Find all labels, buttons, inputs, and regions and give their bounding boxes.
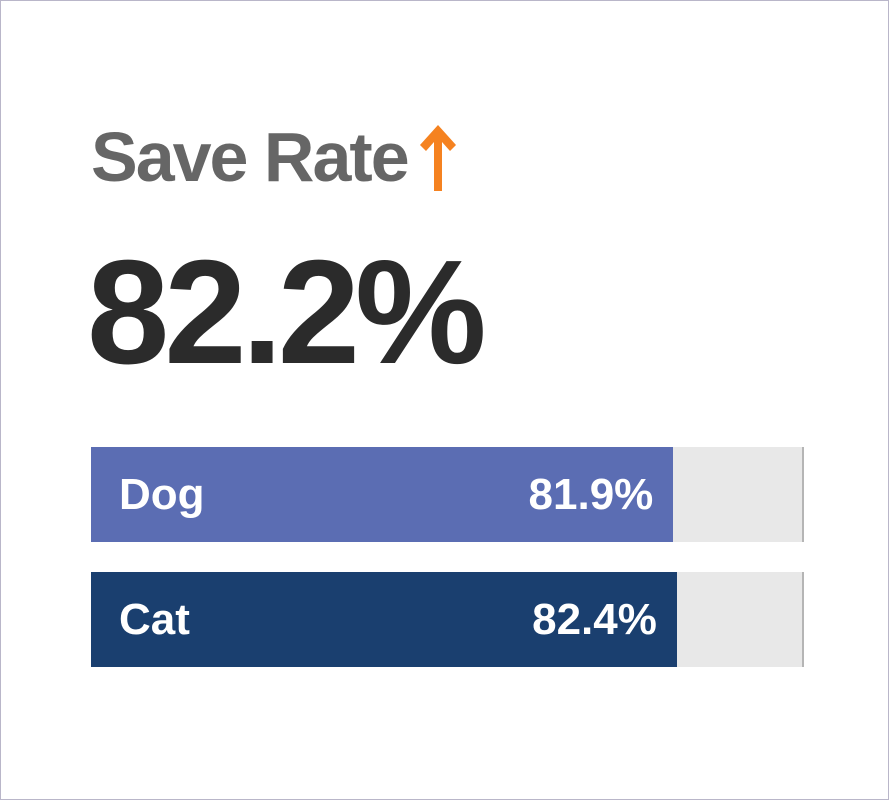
bar-label-dog: Dog	[119, 470, 205, 519]
bar-value-dog: 81.9%	[528, 470, 654, 519]
bar-dog: Dog 81.9%	[91, 447, 804, 542]
bar-fill-cat: Cat 82.4%	[91, 572, 677, 667]
metric-value: 82.2%	[87, 230, 487, 395]
metric-title-text: Save Rate	[91, 118, 410, 196]
bar-cat: Cat 82.4%	[91, 572, 804, 667]
bar-value-cat: 82.4%	[532, 595, 657, 644]
bar-label-cat: Cat	[119, 595, 190, 644]
arrow-up-icon	[419, 125, 456, 191]
metric-title: Save Rate	[91, 109, 460, 205]
bar-fill-dog: Dog 81.9%	[91, 447, 674, 542]
